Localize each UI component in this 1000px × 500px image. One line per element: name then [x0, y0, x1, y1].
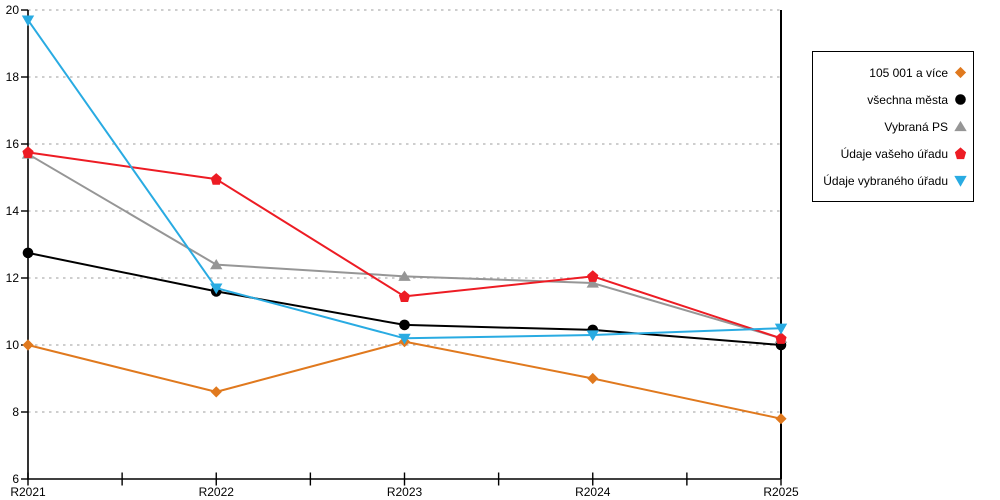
triangle-up-marker	[586, 277, 599, 288]
triangle-down-marker-icon	[954, 175, 967, 187]
legend-label: Vybraná PS	[884, 119, 948, 134]
legend-item: Vybraná PS	[813, 113, 973, 140]
legend-label: Údaje vašeho úřadu	[840, 146, 948, 161]
triangle-up-marker	[210, 259, 223, 270]
diamond-marker	[587, 372, 599, 385]
pentagon-marker	[775, 332, 787, 344]
y-tick-label: 10	[6, 338, 20, 352]
circle-marker	[399, 319, 410, 331]
triangle-down-marker	[210, 283, 223, 295]
legend-label: Údaje vybraného úřadu	[823, 173, 948, 188]
series-line-0	[27, 340, 782, 420]
pentagon-marker-icon	[954, 147, 967, 160]
legend-label: všechna města	[867, 92, 948, 107]
legend-item: všechna města	[813, 86, 973, 113]
pentagon-marker	[22, 146, 34, 158]
y-tick-label: 20	[6, 3, 20, 17]
y-tick-label: 14	[6, 204, 20, 218]
legend-item: 105 001 a více	[813, 59, 973, 86]
y-tick-label: 6	[12, 472, 19, 486]
y-tick-label: 18	[6, 70, 20, 84]
y-tick-label: 8	[12, 405, 19, 419]
x-tick-label: R2021	[10, 485, 46, 499]
triangle-down-marker	[398, 333, 411, 345]
diamond-marker	[210, 386, 222, 398]
triangle-up-marker	[398, 270, 411, 281]
legend-item: Údaje vašeho úřadu	[813, 140, 973, 167]
legend: 105 001 a více všechna města Vybraná PS Úda…	[812, 51, 974, 202]
x-tick-label: R2025	[763, 485, 799, 499]
x-tick-label: R2023	[387, 485, 423, 499]
triangle-down-marker	[586, 330, 599, 342]
x-tick-label: R2022	[199, 485, 235, 499]
circle-marker	[22, 247, 34, 259]
x-tick-label: R2024	[575, 485, 611, 499]
triangle-down-marker	[774, 323, 788, 335]
triangle-up-marker-icon	[954, 120, 967, 132]
y-tick-label: 12	[6, 271, 20, 285]
pentagon-marker	[398, 290, 411, 303]
triangle-down-marker	[21, 15, 35, 27]
diamond-marker	[775, 413, 787, 425]
diamond-marker-icon	[954, 66, 967, 79]
circle-marker-icon	[955, 94, 966, 105]
diamond-marker	[22, 339, 34, 351]
legend-item: Údaje vybraného úřadu	[813, 167, 973, 194]
pentagon-marker	[210, 173, 222, 185]
legend-label: 105 001 a více	[869, 65, 948, 80]
pentagon-marker	[587, 270, 599, 282]
y-tick-label: 16	[6, 137, 20, 151]
